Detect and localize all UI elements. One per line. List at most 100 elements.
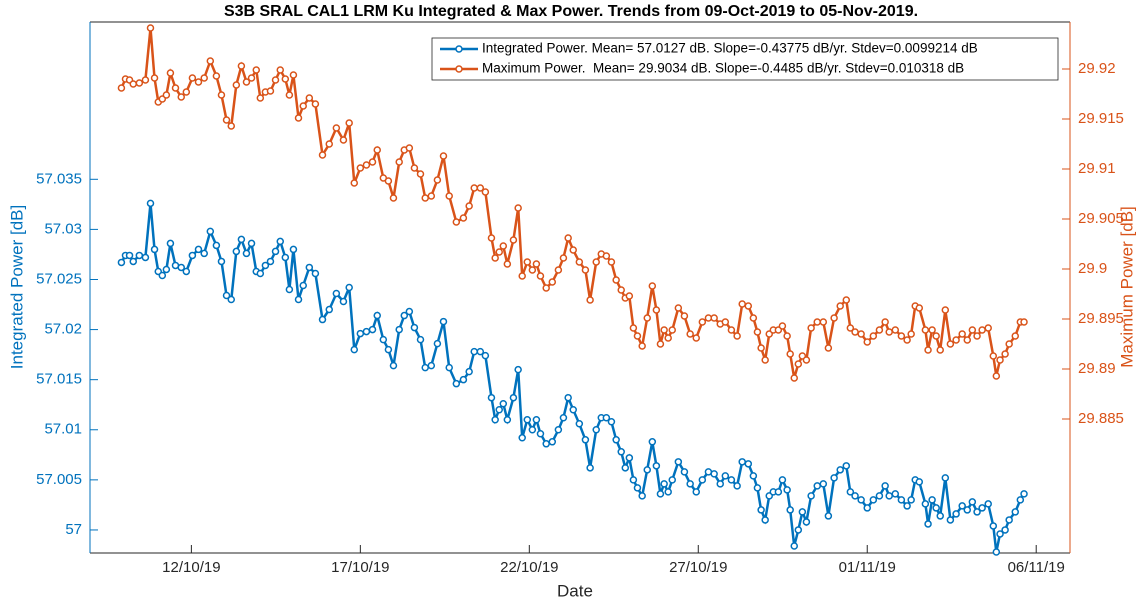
point-marker: [384, 177, 393, 185]
point-marker: [698, 318, 707, 326]
point-marker: [339, 297, 348, 306]
point-marker: [744, 460, 753, 468]
point-marker: [332, 124, 341, 132]
point-marker: [973, 332, 981, 340]
point-marker: [721, 472, 730, 480]
point-marker: [141, 76, 150, 84]
point-marker: [339, 136, 348, 144]
point-marker: [783, 332, 791, 340]
point-marker: [536, 272, 545, 280]
point-marker: [548, 438, 557, 446]
point-marker: [727, 476, 736, 484]
point-marker: [150, 245, 159, 254]
point-marker: [491, 415, 499, 424]
point-marker: [710, 470, 718, 478]
point-marker: [395, 158, 403, 166]
point-marker: [932, 504, 940, 512]
point-marker: [162, 265, 171, 274]
point-marker: [194, 245, 203, 254]
point-marker: [416, 335, 425, 344]
point-marker: [299, 281, 307, 290]
point-marker: [786, 506, 794, 514]
point-marker: [350, 179, 359, 187]
point-marker: [936, 512, 944, 520]
point-marker: [325, 140, 334, 148]
point-marker: [915, 478, 924, 486]
point-marker: [117, 258, 126, 267]
y-tick-label: 57.025: [36, 270, 82, 287]
point-marker: [125, 251, 134, 260]
point-marker: [252, 66, 261, 74]
point-marker: [266, 87, 275, 95]
point-marker: [487, 234, 496, 242]
point-marker: [638, 342, 646, 350]
point-marker: [753, 328, 762, 336]
point-marker: [648, 282, 657, 290]
x-tick-label: 17/10/19: [331, 559, 389, 576]
point-marker: [459, 214, 468, 222]
point-marker: [536, 430, 545, 438]
point-marker: [532, 260, 541, 268]
point-marker: [212, 241, 221, 250]
point-marker: [625, 454, 634, 462]
legend-label: Integrated Power. Mean= 57.0127 dB. Slop…: [482, 41, 978, 56]
point-marker: [921, 326, 930, 334]
point-marker: [564, 393, 572, 402]
point-marker: [936, 346, 944, 354]
point-marker: [542, 440, 550, 448]
point-marker: [996, 356, 1004, 364]
point-marker: [362, 327, 371, 336]
point-marker: [362, 161, 371, 169]
point-marker: [166, 69, 175, 77]
point-marker: [992, 372, 1001, 380]
point-marker: [984, 324, 992, 332]
point-marker: [692, 334, 700, 342]
y-tick-label: 57.01: [44, 421, 82, 438]
point-marker: [389, 194, 398, 202]
y2-tick-label: 29.92: [1078, 60, 1116, 77]
point-marker: [135, 251, 144, 260]
point-marker: [807, 324, 815, 332]
point-marker: [946, 516, 955, 524]
point-marker: [379, 335, 388, 344]
point-marker: [633, 332, 642, 340]
point-marker: [652, 462, 661, 470]
point-marker: [1016, 496, 1025, 504]
point-marker: [445, 192, 453, 200]
series-line: [120, 27, 1024, 379]
y-tick-label: 57.035: [36, 170, 82, 187]
point-marker: [177, 263, 185, 272]
point-marker: [836, 466, 844, 474]
point-marker: [373, 146, 381, 154]
point-marker: [452, 379, 461, 388]
point-marker: [941, 306, 950, 314]
point-marker: [790, 542, 798, 550]
point-marker: [660, 480, 668, 488]
point-marker: [842, 296, 851, 304]
point-marker: [774, 488, 783, 496]
point-marker: [830, 474, 838, 482]
point-marker: [129, 80, 138, 88]
point-marker: [819, 480, 828, 488]
point-marker: [881, 318, 889, 326]
point-marker: [733, 332, 741, 340]
point-marker: [1001, 350, 1009, 358]
point-marker: [958, 330, 966, 338]
point-marker: [686, 330, 694, 338]
point-marker: [294, 114, 303, 122]
point-marker: [674, 458, 683, 466]
point-marker: [664, 334, 672, 342]
point-marker: [481, 351, 490, 360]
point-marker: [757, 506, 765, 514]
point-marker: [373, 311, 381, 320]
point-marker: [842, 462, 851, 470]
y-tick-label: 57.03: [44, 220, 82, 237]
point-marker: [786, 350, 794, 358]
point-marker: [294, 295, 303, 304]
point-marker: [476, 347, 485, 356]
y-tick-label: 57.02: [44, 321, 82, 338]
point-marker: [332, 289, 341, 298]
point-marker: [721, 318, 730, 326]
point-marker: [952, 510, 960, 518]
